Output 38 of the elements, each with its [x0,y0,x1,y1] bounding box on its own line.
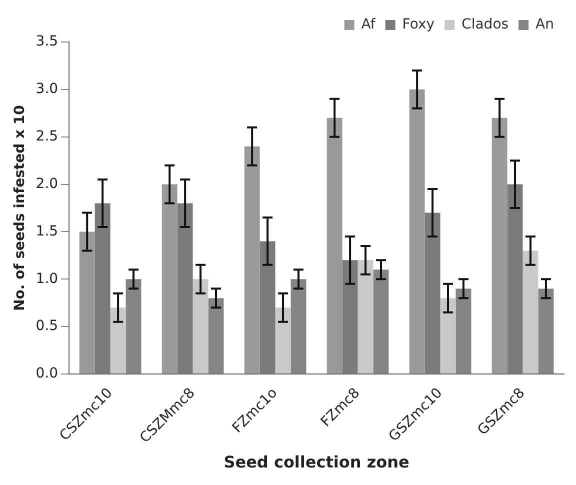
y-tick-label: 3.5 [36,34,58,50]
bar [79,232,95,374]
legend-label: Af [361,16,376,33]
y-tick-label: 2.5 [36,128,58,145]
bar [326,118,342,374]
legend-label: An [536,16,554,33]
bar [492,118,508,374]
bar [342,260,358,374]
bar [538,288,554,374]
bar [522,250,538,374]
y-tick-label: 3.0 [36,81,58,98]
bar [177,203,193,374]
bar [507,184,523,374]
legend-label: Clados [462,16,509,33]
bar [260,241,276,374]
bar [275,308,291,374]
bar [126,279,142,374]
bar [110,308,126,374]
bar [192,279,208,374]
bar [290,279,306,374]
y-tick-label: 1.0 [36,270,58,287]
bar [244,146,260,374]
bar [456,288,472,374]
y-tick-label: 0.5 [36,318,58,334]
y-tick-label: 1.5 [36,223,58,240]
bar [94,203,110,374]
x-axis-title: Seed collection zone [224,452,410,472]
bar [440,298,456,374]
y-axis-title: No. of seeds infested x 10 [12,104,28,311]
bar [162,184,178,374]
y-tick-label: 2.0 [36,176,58,192]
legend-label: Foxy [402,16,435,33]
bar [409,89,425,374]
y-tick-label: 0.0 [36,366,58,382]
bar [358,260,374,374]
bar [373,270,389,374]
bar [208,298,224,374]
bar [424,212,440,374]
